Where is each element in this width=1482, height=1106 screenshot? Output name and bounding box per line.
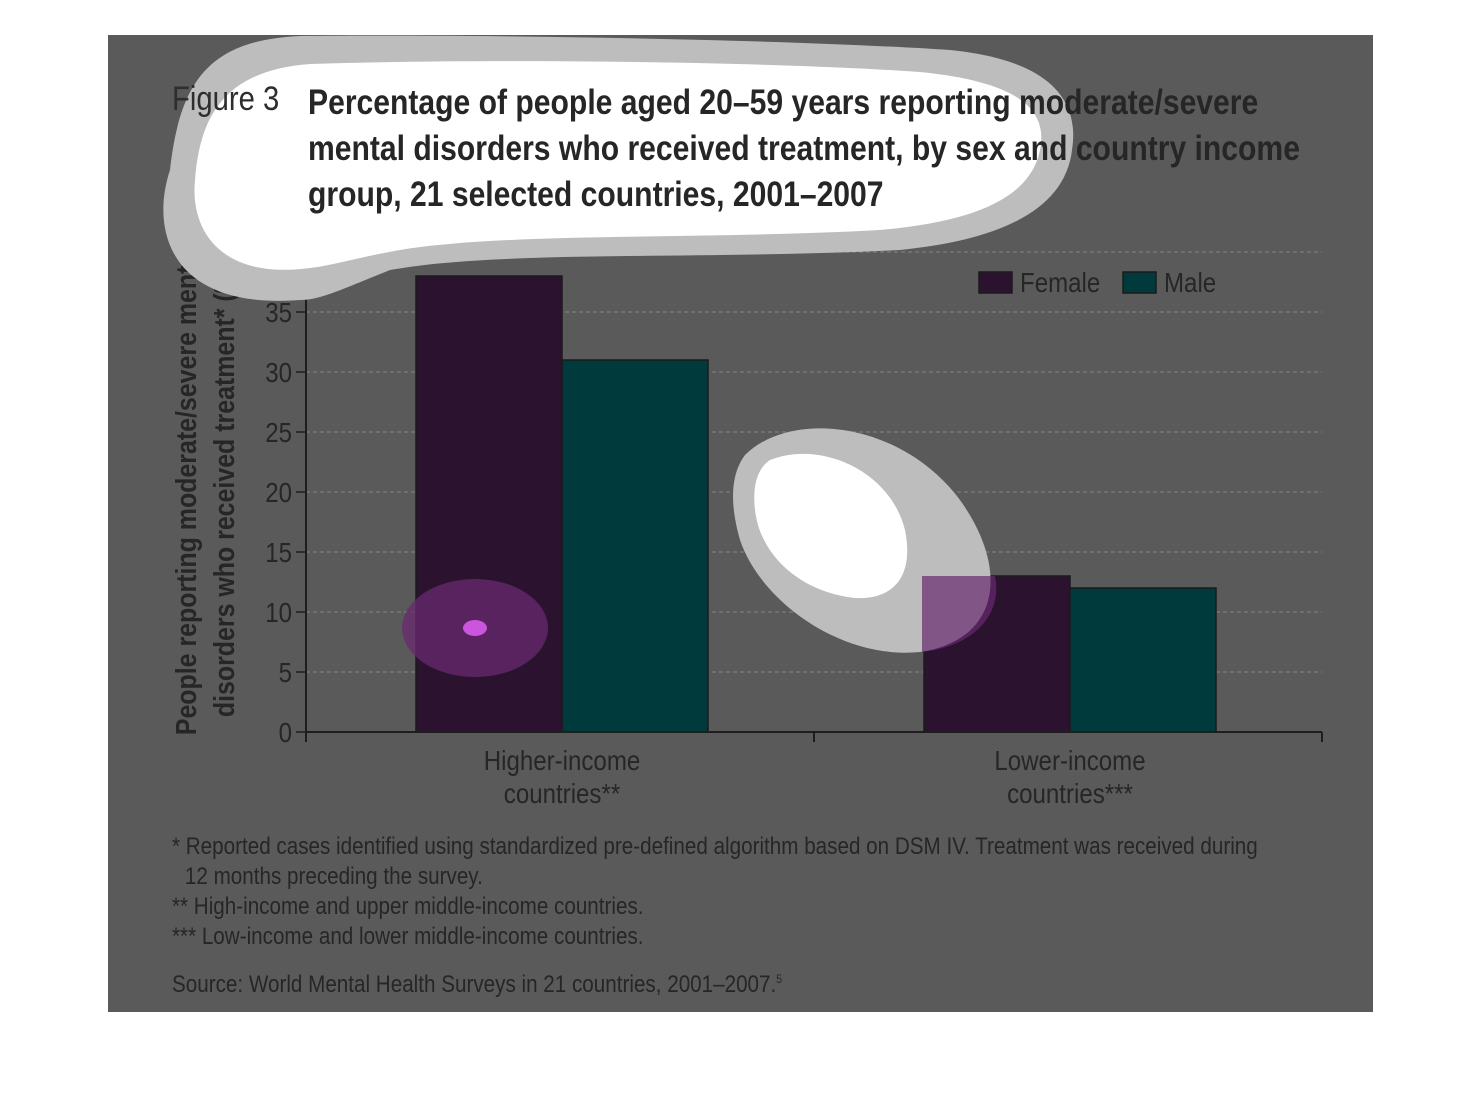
figure-title: Percentage of people aged 20–59 years re… (308, 83, 1300, 214)
footnote-1: * Reported cases identified using standa… (172, 833, 1258, 860)
y-axis-ticks: 0510152025303540 (265, 236, 306, 748)
footnote-3: *** Low-income and lower middle-income c… (172, 923, 644, 950)
y-tick-label: 25 (265, 416, 292, 448)
y-axis-label-line: disorders who received treatment* (%) (208, 263, 240, 717)
y-tick-label: 30 (265, 356, 292, 388)
legend-label-female: Female (1020, 266, 1100, 298)
legend: Female Male (978, 266, 1216, 298)
footnote-2: ** High-income and upper middle-income c… (172, 893, 644, 920)
bar-male (561, 359, 709, 733)
y-axis-label: People reporting moderate/severe mental d… (170, 245, 240, 735)
x-tick-label: countries*** (1007, 777, 1133, 809)
title-highlight-inner (194, 61, 1042, 270)
highlight-overlays (163, 35, 1074, 677)
y-tick-label: 0 (279, 716, 292, 748)
bar-male (1069, 587, 1217, 733)
y-tick-label: 20 (265, 476, 292, 508)
source-reference: 5 (776, 972, 783, 986)
footnotes: * Reported cases identified using standa… (172, 832, 1307, 1000)
y-tick-label: 10 (265, 596, 292, 628)
y-tick-label: 5 (279, 656, 292, 688)
y-axis-label-line: People reporting moderate/severe mental (170, 245, 202, 735)
y-tick-label: 35 (265, 296, 292, 328)
x-tick-label: Higher-income (484, 744, 641, 776)
footnote-1-continued: 12 months preceding the survey. (184, 863, 483, 890)
x-tick-label: Lower-income (994, 744, 1145, 776)
legend-label-male: Male (1164, 266, 1216, 298)
x-tick-label: countries** (504, 777, 620, 809)
source-note: Source: World Mental Health Surveys in 2… (172, 964, 1307, 1000)
bar-annotation-inner (754, 453, 908, 599)
legend-swatch-male (1122, 271, 1157, 294)
legend-swatch-female (978, 271, 1013, 294)
figure-label: Figure 3 (172, 80, 280, 118)
bar-annotation-tint (922, 576, 997, 652)
bar-highlight-center (463, 620, 487, 636)
source-text: Source: World Mental Health Surveys in 2… (172, 971, 777, 998)
y-tick-label: 15 (265, 536, 292, 568)
